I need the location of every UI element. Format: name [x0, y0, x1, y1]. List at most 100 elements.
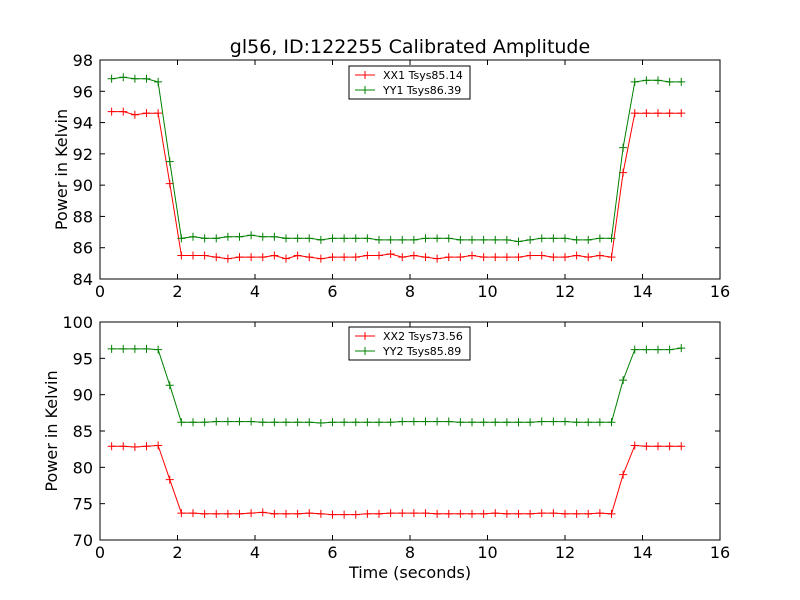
- data-point-marker: [247, 509, 256, 518]
- data-point-marker: [398, 253, 407, 262]
- data-point-marker: [468, 251, 476, 260]
- data-point-marker: [409, 509, 418, 518]
- data-point-marker: [386, 235, 395, 244]
- data-point-marker: [514, 237, 523, 246]
- data-point-marker: [119, 107, 128, 116]
- data-point-marker: [130, 344, 139, 353]
- x-tick-label: 16: [710, 543, 730, 562]
- data-point-marker: [386, 249, 395, 258]
- data-point-marker: [398, 235, 407, 244]
- data-point-marker: [305, 234, 314, 243]
- legend-label: XX1 Tsys85.14: [383, 69, 463, 82]
- data-point-marker: [375, 509, 383, 518]
- data-point-marker: [223, 254, 232, 263]
- data-point-marker: [305, 509, 314, 518]
- data-point-marker: [630, 441, 639, 450]
- data-point-marker: [200, 234, 209, 243]
- data-point-marker: [677, 442, 686, 451]
- x-tick-label: 14: [632, 282, 652, 301]
- data-point-marker: [526, 235, 535, 244]
- data-point-marker: [572, 509, 581, 518]
- data-point-marker: [479, 418, 488, 427]
- data-point-marker: [595, 509, 604, 518]
- data-point-marker: [119, 73, 128, 82]
- data-point-marker: [107, 107, 116, 116]
- data-point-marker: [293, 251, 302, 260]
- data-point-marker: [514, 418, 523, 427]
- data-point-marker: [154, 77, 163, 86]
- data-point-marker: [642, 76, 651, 85]
- x-tick-label: 0: [95, 282, 105, 301]
- data-point-marker: [561, 234, 569, 243]
- y-tick-label: 86: [73, 239, 93, 258]
- data-point-marker: [654, 345, 662, 354]
- data-point-marker: [363, 251, 372, 260]
- data-point-marker: [189, 232, 197, 241]
- data-point-marker: [154, 345, 163, 354]
- chart-title: gl56, ID:122255 Calibrated Amplitude: [230, 36, 590, 58]
- data-point-marker: [119, 344, 128, 353]
- data-point-marker: [107, 344, 116, 353]
- data-point-marker: [316, 254, 325, 263]
- legend-label: YY1 Tsys86.39: [382, 84, 461, 97]
- legend-box: [348, 326, 471, 361]
- data-point-marker: [456, 253, 465, 262]
- data-point-marker: [654, 109, 662, 118]
- legend-marker: [361, 71, 369, 79]
- data-point-marker: [351, 418, 360, 427]
- x-tick-label: 2: [172, 543, 182, 562]
- x-tick-label: 8: [405, 282, 415, 301]
- x-tick-label: 10: [477, 543, 497, 562]
- data-point-marker: [479, 235, 488, 244]
- data-point-marker: [340, 418, 349, 427]
- data-point-marker: [154, 109, 163, 118]
- data-point-marker: [409, 417, 418, 426]
- data-point-marker: [433, 234, 442, 243]
- x-tick-label: 6: [327, 282, 337, 301]
- data-point-marker: [247, 253, 256, 262]
- data-point-marker: [549, 234, 558, 243]
- data-point-marker: [468, 418, 476, 427]
- subplot-top: 0 2 4 6 8 10 12 14 16 84 86 88 90 92 94 96 98 Power in Ke…: [52, 51, 730, 301]
- data-point-marker: [316, 235, 325, 244]
- data-point-marker: [200, 251, 209, 260]
- data-point-marker: [584, 509, 593, 518]
- y-tick-label: 75: [73, 495, 93, 514]
- data-point-marker: [142, 74, 151, 83]
- data-point-marker: [235, 232, 244, 241]
- x-tick-label: 4: [250, 543, 260, 562]
- data-point-marker: [375, 418, 383, 427]
- data-point-marker: [549, 509, 558, 518]
- data-point-marker: [282, 234, 290, 243]
- data-point-marker: [479, 253, 488, 262]
- data-point-marker: [433, 509, 442, 518]
- data-point-marker: [189, 418, 197, 427]
- data-point-marker: [642, 345, 651, 354]
- data-point-marker: [595, 251, 604, 260]
- data-point-marker: [258, 232, 267, 241]
- legend-label: YY2 Tsys85.89: [382, 345, 461, 358]
- data-point-marker: [177, 509, 186, 518]
- data-point-marker: [340, 234, 349, 243]
- data-point-marker: [537, 234, 546, 243]
- data-point-marker: [433, 254, 442, 263]
- data-point-marker: [561, 253, 569, 262]
- data-point-marker: [665, 345, 674, 354]
- data-point-marker: [433, 417, 442, 426]
- data-point-marker: [235, 253, 244, 262]
- data-point-marker: [142, 442, 151, 451]
- y-tick-label: 90: [73, 176, 93, 195]
- data-point-marker: [293, 418, 302, 427]
- y-tick-label: 94: [73, 114, 93, 133]
- data-point-marker: [316, 509, 325, 518]
- data-point-marker: [351, 234, 360, 243]
- data-point-marker: [189, 251, 197, 260]
- x-tick-label: 14: [632, 543, 652, 562]
- data-point-marker: [293, 509, 302, 518]
- data-point-marker: [537, 251, 546, 260]
- data-point-marker: [165, 157, 174, 166]
- data-point-marker: [514, 253, 523, 262]
- data-point-marker: [654, 76, 662, 85]
- data-point-marker: [258, 508, 267, 517]
- y-tick-label: 90: [73, 386, 93, 405]
